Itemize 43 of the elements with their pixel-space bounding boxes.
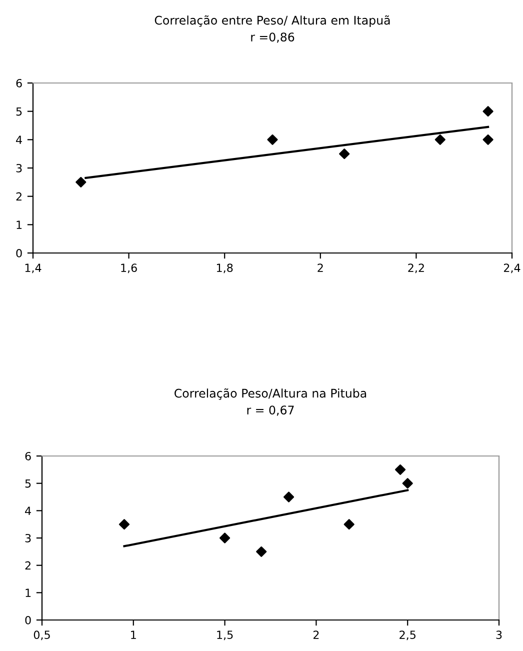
y-tick-label: 0 <box>16 248 22 258</box>
x-tick-label: 2,5 <box>400 630 416 640</box>
point <box>402 478 413 489</box>
y-tick-label: 2 <box>16 192 22 201</box>
y-tick-label: 4 <box>16 136 22 144</box>
point <box>76 176 86 188</box>
y-tick-label: 2 <box>25 561 30 570</box>
x-tick-label: 3 <box>496 630 502 640</box>
point <box>267 134 278 145</box>
y-tick-label: 3 <box>16 164 22 172</box>
y-tick-label: 0 <box>25 616 31 624</box>
y-tick-label: 3 <box>25 534 31 542</box>
x-tick-label: 1,5 <box>217 630 233 640</box>
y-tick-label: 5 <box>16 107 22 116</box>
point <box>482 134 494 145</box>
point <box>283 492 294 502</box>
chart-subtitle: r = 0,67 <box>247 406 294 416</box>
point <box>482 106 494 117</box>
point <box>434 134 446 145</box>
x-tick-label: 1,8 <box>216 264 233 274</box>
x-tick-label: 2,2 <box>408 264 424 274</box>
point <box>339 148 350 160</box>
x-tick-label: 0,5 <box>34 630 50 640</box>
x-tick-label: 2 <box>318 264 323 272</box>
chart-title: Correlação entre Peso/ Altura em Itapuã <box>154 15 390 27</box>
point <box>220 532 230 544</box>
y-tick-label: 6 <box>25 452 31 460</box>
point <box>394 464 406 475</box>
x-tick-label: 2 <box>313 630 319 639</box>
y-tick-label: 1 <box>16 220 22 229</box>
chart-title: Correlação Peso/Altura na Pituba <box>174 388 366 400</box>
x-tick-label: 2,4 <box>504 264 520 274</box>
point <box>118 519 130 530</box>
x-tick-label: 1 <box>131 630 136 639</box>
y-tick-label: 6 <box>16 78 22 88</box>
x-tick-label: 1,6 <box>121 264 137 274</box>
y-tick-label: 4 <box>25 506 31 515</box>
chart-subtitle: r =0,86 <box>251 32 294 43</box>
point <box>344 519 354 530</box>
y-tick-label: 5 <box>25 479 31 488</box>
x-tick-label: 1,4 <box>25 264 42 274</box>
point <box>256 546 267 557</box>
y-tick-label: 1 <box>26 588 31 597</box>
